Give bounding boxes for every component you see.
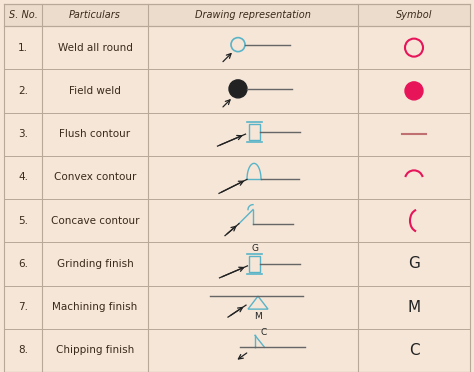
Text: S. No.: S. No. <box>9 10 37 20</box>
Text: C: C <box>261 328 267 337</box>
Text: M: M <box>408 299 420 315</box>
Text: Flush contour: Flush contour <box>59 129 130 139</box>
Text: Machining finish: Machining finish <box>52 302 137 312</box>
Text: 4.: 4. <box>18 172 28 182</box>
Text: 7.: 7. <box>18 302 28 312</box>
Text: Particulars: Particulars <box>69 10 121 20</box>
Text: Drawing representation: Drawing representation <box>195 10 311 20</box>
Text: G: G <box>408 256 420 272</box>
Text: 3.: 3. <box>18 129 28 139</box>
Bar <box>249 256 261 272</box>
Text: Symbol: Symbol <box>396 10 432 20</box>
Text: 8.: 8. <box>18 345 28 355</box>
Text: 1.: 1. <box>18 43 28 52</box>
Circle shape <box>405 82 423 100</box>
Bar <box>249 124 261 140</box>
Text: C: C <box>409 343 419 358</box>
Text: Convex contour: Convex contour <box>54 172 136 182</box>
Text: 6.: 6. <box>18 259 28 269</box>
Text: 2.: 2. <box>18 86 28 96</box>
Circle shape <box>229 80 247 98</box>
Text: Concave contour: Concave contour <box>51 216 139 226</box>
Text: Weld all round: Weld all round <box>57 43 132 52</box>
Text: M: M <box>254 312 262 321</box>
Text: Grinding finish: Grinding finish <box>56 259 133 269</box>
Bar <box>4 4 470 26</box>
Text: Field weld: Field weld <box>69 86 121 96</box>
Text: Chipping finish: Chipping finish <box>56 345 134 355</box>
Text: G: G <box>252 244 258 253</box>
Text: 5.: 5. <box>18 216 28 226</box>
